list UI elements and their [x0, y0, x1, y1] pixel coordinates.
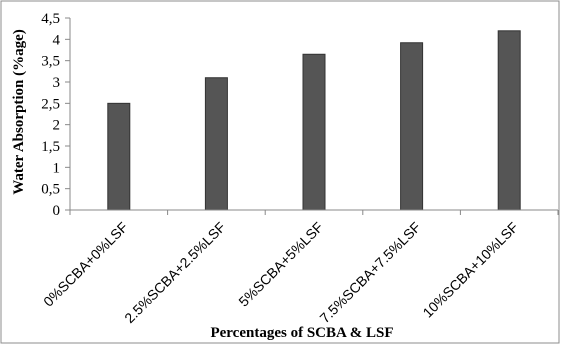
bar [497, 30, 521, 211]
y-tick-label: 1 [53, 160, 61, 176]
y-tick-label: 4,5 [41, 11, 60, 27]
y-tick-label: 2,5 [41, 96, 60, 112]
y-tick-label: 2 [53, 118, 61, 134]
y-axis-ticks: 0 0,5 1 1,5 2 2,5 3 3,5 4 4,5 [41, 11, 70, 219]
y-tick-label: 1,5 [41, 139, 60, 155]
bar [107, 102, 131, 211]
bar [400, 42, 424, 211]
y-tick-label: 3,5 [41, 54, 60, 70]
y-axis-title: Water Absorption (%age) [11, 29, 27, 195]
y-tick-label: 0,5 [41, 182, 60, 198]
y-tick-label: 0 [53, 203, 61, 219]
bar [204, 77, 228, 211]
bar [302, 53, 326, 211]
x-axis-ticks [69, 210, 559, 215]
y-tick-label: 4 [53, 32, 61, 48]
x-axis-title: Percentages of SCBA & LSF [210, 325, 393, 341]
y-tick-label: 3 [53, 75, 61, 91]
